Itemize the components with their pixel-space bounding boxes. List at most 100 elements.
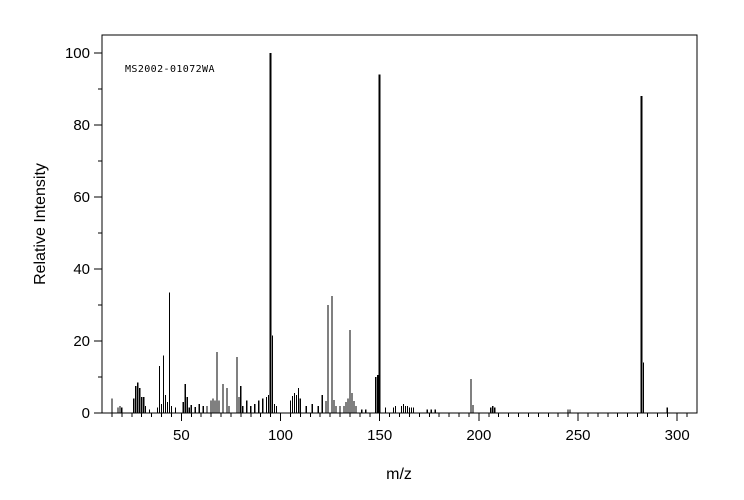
- spectrum-peak: [194, 406, 196, 413]
- spectrum-peak: [345, 402, 347, 413]
- y-tick-label: 80: [73, 117, 90, 134]
- x-tick-label: 200: [466, 427, 491, 444]
- spectrum-peak: [262, 398, 264, 413]
- spectrum-peak: [210, 400, 212, 413]
- spectrum-peak: [135, 386, 137, 413]
- spectrum-peak: [269, 53, 272, 413]
- spectrum-peak: [377, 375, 379, 413]
- spectrum-peak: [119, 405, 121, 413]
- spectrum-peak: [198, 404, 200, 413]
- spectrum-peak: [640, 96, 643, 413]
- spectrum-peak: [222, 384, 224, 413]
- spectrum-peak: [311, 404, 313, 413]
- spectrum-peak: [412, 407, 414, 413]
- spectrum-peak: [258, 400, 260, 413]
- spectrum-peak: [206, 405, 208, 413]
- spectrum-peak: [295, 395, 297, 413]
- spectrum-peak: [335, 405, 337, 413]
- x-axis-label: m/z: [386, 466, 412, 483]
- x-tick-label: 150: [367, 427, 392, 444]
- spectrum-peak: [375, 377, 377, 413]
- spectrum-peak: [339, 405, 341, 413]
- spectrum-peak: [266, 397, 268, 413]
- spectrum-peak: [184, 384, 186, 413]
- spectrum-peak: [492, 405, 494, 413]
- spectrum-peak: [430, 409, 432, 413]
- y-tick-label: 0: [82, 405, 90, 422]
- spectrum-peak: [242, 405, 244, 413]
- spectrum-peak: [236, 357, 238, 413]
- y-tick-label: 20: [73, 333, 90, 350]
- spectrum-peak: [353, 401, 355, 413]
- spectrum-peak: [158, 366, 161, 413]
- spectrum-peak: [361, 409, 363, 413]
- spectrum-peak: [250, 405, 252, 413]
- spectrum-peak: [202, 405, 204, 413]
- spectrum-peak: [333, 400, 335, 413]
- spectrum-peak: [434, 409, 436, 413]
- spectrum-peak: [214, 400, 216, 413]
- spectrum-peak: [472, 405, 474, 413]
- spectrum-id-label: MS2002-01072WA: [125, 64, 215, 75]
- x-tick-label: 250: [565, 427, 590, 444]
- spectrum-peak: [174, 407, 176, 413]
- spectrum-peak: [238, 396, 240, 413]
- spectrum-peak: [402, 404, 405, 413]
- spectrum-peak: [325, 401, 327, 413]
- spectrum-peak: [141, 396, 143, 413]
- spectrum-peak: [162, 355, 165, 413]
- spectrum-peak: [355, 405, 357, 413]
- spectrum-peak: [143, 396, 145, 413]
- spectrum-generated-layer: 50 100 150 200 250 300 0 20 40 60 80 100: [65, 34, 698, 444]
- spectrum-peak: [470, 378, 472, 413]
- spectrum-peak: [164, 395, 167, 413]
- spectrum-peak: [666, 407, 668, 413]
- y-axis-label: Relative Intensity: [32, 163, 49, 285]
- spectrum-peak: [349, 330, 351, 413]
- spectrum-peak: [317, 405, 319, 413]
- spectrum-peak: [343, 405, 345, 413]
- spectrum-peak: [137, 382, 139, 413]
- spectrum-peak: [642, 362, 645, 413]
- y-tick-label: 40: [73, 261, 90, 278]
- spectrum-peak: [218, 400, 220, 413]
- spectrum-peak: [394, 405, 397, 413]
- spectrum-peak: [404, 405, 407, 413]
- y-tick-label: 100: [65, 45, 90, 62]
- spectrum-peak: [289, 400, 292, 413]
- spectrum-peak: [291, 396, 293, 413]
- spectrum-peak: [567, 409, 569, 413]
- spectrum-peak: [149, 409, 151, 413]
- spectrum-peak: [392, 407, 395, 413]
- spectrum-peak: [408, 407, 411, 413]
- spectrum-peak: [331, 296, 333, 413]
- spectrum-peak: [271, 335, 274, 413]
- spectrum-peak: [400, 405, 403, 413]
- spectrum-peak: [121, 407, 123, 413]
- spectrum-peak: [226, 387, 228, 413]
- spectrum-peak: [188, 407, 190, 413]
- spectrum-peak: [275, 405, 278, 413]
- spectrum-peak: [273, 404, 276, 413]
- plot-border: [101, 34, 698, 414]
- spectrum-peak: [347, 398, 349, 413]
- spectrum-peak: [385, 407, 387, 413]
- spectrum-peak: [228, 405, 230, 413]
- spectrum-peak: [299, 398, 301, 413]
- spectrum-peak: [240, 386, 242, 413]
- y-tick-label: 60: [73, 189, 90, 206]
- spectrum-peak: [156, 407, 159, 413]
- spectrum-peak: [351, 393, 353, 413]
- spectrum-peak: [569, 409, 571, 413]
- spectrum-peak: [268, 395, 270, 413]
- spectrum-peak: [254, 404, 256, 413]
- spectrum-peak: [365, 409, 367, 413]
- spectrum-peak: [190, 405, 192, 413]
- spectrum-peak: [186, 396, 188, 413]
- spectrum-peak: [378, 74, 381, 413]
- spectrum-peak: [170, 405, 173, 413]
- spectrum-peak: [305, 405, 307, 413]
- spectrum-peak: [293, 393, 295, 413]
- x-tick-label: 50: [173, 427, 190, 444]
- spectrum-peak: [133, 398, 135, 413]
